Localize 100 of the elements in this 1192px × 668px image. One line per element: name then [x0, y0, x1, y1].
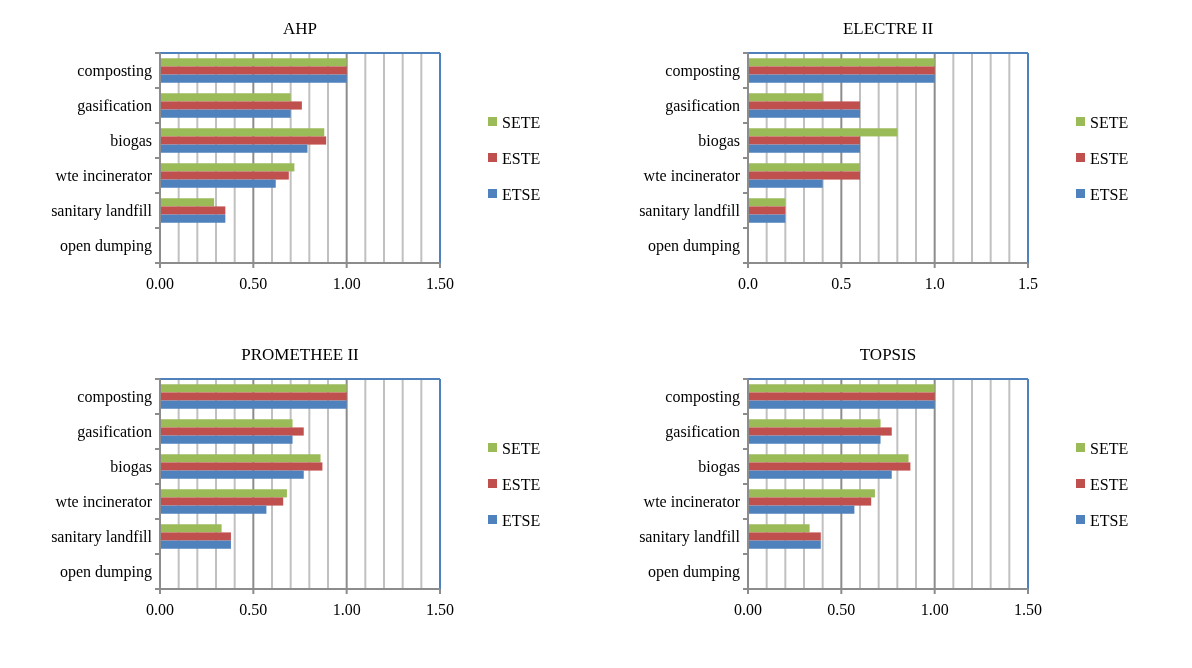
legend-label: ESTE — [1090, 149, 1129, 167]
y-tick-label: biogas — [110, 132, 152, 151]
bar — [748, 66, 935, 75]
bar — [160, 214, 226, 223]
legend-label: SETE — [502, 113, 541, 131]
bar — [160, 144, 308, 153]
legend-label: ETSE — [1090, 185, 1129, 203]
y-tick-label: biogas — [698, 132, 740, 151]
chart-title: TOPSIS — [859, 345, 917, 364]
bar — [160, 198, 215, 207]
x-tick-label: 1.50 — [1014, 601, 1042, 618]
y-tick-label: biogas — [110, 458, 152, 477]
bar — [748, 435, 881, 444]
y-tick-label: open dumping — [648, 563, 740, 582]
bar — [160, 109, 291, 118]
y-tick-label: composting — [665, 388, 740, 407]
y-tick-label: open dumping — [60, 237, 152, 256]
bar — [748, 384, 935, 393]
bar — [748, 419, 881, 428]
bar — [748, 392, 935, 401]
legend-label: SETE — [1090, 439, 1129, 457]
bar — [748, 532, 821, 541]
bar — [160, 427, 304, 436]
bar — [748, 489, 875, 498]
y-tick-label: gasification — [77, 423, 152, 442]
x-tick-label: 1.0 — [924, 275, 945, 292]
bar — [748, 462, 911, 471]
bar — [160, 384, 347, 393]
x-tick-label: 1.00 — [920, 601, 949, 618]
legend-label: ETSE — [1090, 511, 1129, 529]
bar — [160, 179, 276, 188]
legend-label: ETSE — [502, 185, 541, 203]
bar — [160, 136, 327, 145]
bar — [160, 206, 226, 215]
y-tick-label: gasification — [77, 97, 152, 116]
y-tick-label: composting — [77, 388, 152, 407]
y-tick-label: wte incinerator — [55, 493, 153, 511]
bar — [160, 470, 304, 479]
y-tick-label: sanitary landfill — [639, 202, 741, 221]
bar — [748, 198, 786, 207]
y-tick-label: wte incinerator — [643, 167, 741, 185]
x-tick-label: 0.0 — [738, 275, 758, 292]
bar — [748, 163, 860, 172]
bar — [748, 470, 892, 479]
legend-label: SETE — [502, 439, 541, 457]
bar — [748, 109, 860, 118]
bar — [160, 435, 293, 444]
bar — [160, 454, 321, 463]
bar — [748, 497, 872, 506]
bar — [160, 505, 267, 514]
legend-label: ESTE — [502, 475, 541, 493]
y-tick-label: open dumping — [60, 563, 152, 582]
bar — [748, 214, 786, 223]
bar — [748, 144, 860, 153]
y-tick-label: biogas — [698, 458, 740, 477]
bar — [748, 206, 786, 215]
legend-label: ESTE — [502, 149, 541, 167]
bar — [160, 163, 295, 172]
y-tick-label: sanitary landfill — [51, 528, 153, 547]
bar — [160, 66, 347, 75]
bar — [160, 462, 323, 471]
bar — [160, 128, 325, 137]
x-tick-label: 0.00 — [146, 275, 174, 292]
bar — [160, 497, 284, 506]
x-tick-label: 1.50 — [426, 601, 454, 618]
bar — [748, 524, 810, 533]
bar — [160, 74, 347, 83]
legend-label: ETSE — [502, 511, 541, 529]
y-tick-label: composting — [665, 62, 740, 81]
y-tick-label: gasification — [665, 423, 740, 442]
legend-label: SETE — [1090, 113, 1129, 131]
bar — [160, 419, 293, 428]
chart-title: PROMETHEE II — [241, 345, 360, 364]
bar — [748, 454, 909, 463]
y-tick-label: wte incinerator — [55, 167, 153, 185]
bar — [160, 392, 347, 401]
y-tick-label: composting — [77, 62, 152, 81]
x-tick-label: 1.5 — [1018, 275, 1038, 292]
y-tick-label: sanitary landfill — [639, 528, 741, 547]
x-tick-label: 1.50 — [426, 275, 454, 292]
bar — [160, 93, 291, 102]
x-tick-label: 0.50 — [239, 275, 268, 292]
x-tick-label: 0.50 — [827, 601, 856, 618]
bar — [748, 171, 860, 180]
bar — [748, 427, 892, 436]
bar — [748, 136, 860, 145]
bar — [748, 74, 935, 83]
x-tick-label: 1.00 — [332, 601, 361, 618]
bar — [748, 400, 935, 409]
bar — [160, 532, 231, 541]
x-tick-label: 0.5 — [831, 275, 852, 292]
bar — [160, 489, 287, 498]
bar — [160, 171, 289, 180]
y-tick-label: sanitary landfill — [51, 202, 153, 221]
y-tick-label: open dumping — [648, 237, 740, 256]
x-tick-label: 0.50 — [239, 601, 268, 618]
chart-title: ELECTRE II — [842, 19, 934, 38]
bar — [748, 58, 935, 67]
x-tick-label: 0.00 — [734, 601, 762, 618]
bar — [160, 58, 347, 67]
